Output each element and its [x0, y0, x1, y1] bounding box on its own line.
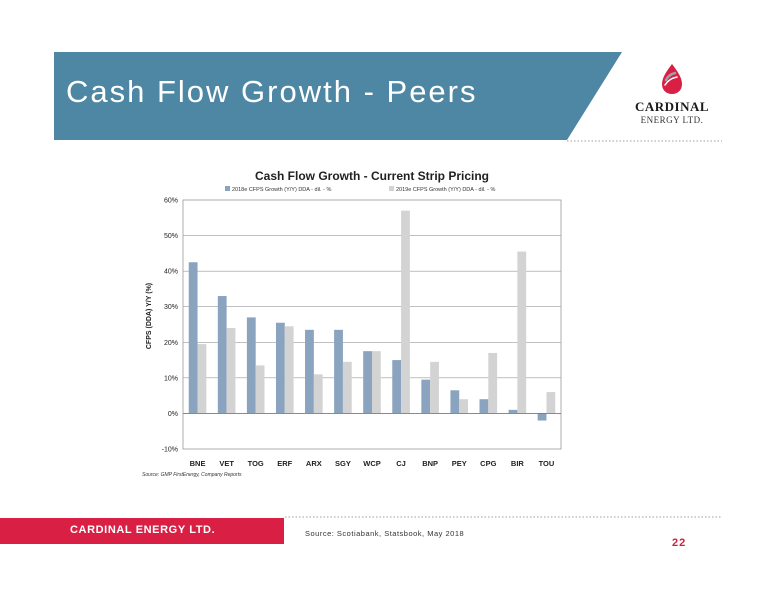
- page-number: 22: [672, 537, 687, 549]
- bar-bne-series-2: [197, 344, 207, 414]
- bar-pey-series-2: [459, 399, 469, 414]
- footer-source: Source: Scotiabank, Statsbook, May 2018: [305, 529, 465, 538]
- legend-swatch: [225, 186, 230, 191]
- header-banner: [54, 52, 722, 142]
- slide-title: Cash Flow Growth - Peers: [66, 74, 478, 109]
- y-tick-label: 20%: [164, 340, 178, 347]
- x-tick-label: BNP: [422, 459, 438, 468]
- logo-subtitle: ENERGY LTD.: [640, 115, 704, 125]
- legend-swatch: [389, 186, 394, 191]
- footer-company-bar: [0, 518, 284, 544]
- bar-sgy-series-2: [342, 361, 352, 414]
- bar-vet-series-1: [217, 296, 227, 414]
- chart-legend: 2018e CFPS Growth (Y/Y) DDA - dil. - % 20…: [225, 186, 495, 193]
- bar-arx-series-1: [305, 329, 314, 414]
- y-tick-label: 0%: [168, 411, 178, 418]
- logo-name: CARDINAL: [634, 99, 710, 114]
- bar-bir-series-1: [508, 409, 518, 414]
- x-tick-label: PEY: [452, 459, 467, 468]
- title-banner-shape: [54, 52, 622, 140]
- flame-icon: [662, 64, 682, 94]
- bar-tou-series-1: [537, 413, 547, 421]
- bar-cj-series-2: [401, 210, 410, 414]
- bar-bne-series-1: [188, 262, 198, 414]
- bars: [188, 210, 556, 421]
- bar-cj-series-1: [392, 360, 402, 414]
- legend-label: 2018e CFPS Growth (Y/Y) DDA - dil. - %: [232, 187, 331, 193]
- x-tick-label: CJ: [396, 459, 406, 468]
- y-tick-label: 50%: [164, 233, 178, 240]
- company-logo: CARDINAL ENERGY LTD.: [622, 58, 722, 138]
- bar-pey-series-1: [450, 390, 460, 414]
- x-tick-label: ARX: [306, 459, 322, 468]
- bar-cpg-series-2: [488, 352, 498, 414]
- bar-vet-series-2: [226, 328, 236, 414]
- x-tick-label: WCP: [363, 459, 381, 468]
- x-tick-labels: BNE VET TOG ERF ARX SGY WCP CJ BNP PEY CPG BIR TOU: [190, 459, 555, 468]
- bar-erf-series-1: [275, 322, 285, 414]
- bar-wcp-series-1: [363, 351, 372, 414]
- y-tick-labels: -10% 0% 10% 20% 30% 40% 50% 60%: [162, 198, 178, 454]
- bar-bnp-series-2: [430, 361, 439, 414]
- y-tick-label: 40%: [164, 269, 178, 276]
- footer-company-name: CARDINAL ENERGY LTD.: [70, 524, 216, 536]
- y-axis-label: CFPS (DDA) Y/Y (%): [146, 283, 153, 349]
- bar-tog-series-2: [255, 365, 265, 414]
- bar-sgy-series-1: [334, 329, 343, 414]
- x-tick-label: TOG: [248, 459, 264, 468]
- y-tick-label: 30%: [164, 304, 178, 311]
- x-tick-label: VET: [219, 459, 234, 468]
- x-tick-label: BIR: [511, 459, 525, 468]
- bar-arx-series-2: [313, 374, 323, 414]
- chart-source-note: Source: GMP FirstEnergy, Company Reports: [142, 472, 242, 478]
- footer-dotted-divider: [285, 516, 722, 518]
- plot-area-frame: [182, 199, 562, 450]
- bar-wcp-series-2: [372, 351, 381, 414]
- bar-bir-series-2: [517, 251, 527, 414]
- bar-tou-series-2: [546, 392, 556, 414]
- legend-label: 2019e CFPS Growth (Y/Y) DDA - dil. - %: [396, 187, 495, 193]
- x-tick-label: TOU: [539, 459, 555, 468]
- y-tick-label: 10%: [164, 375, 178, 382]
- bar-cpg-series-1: [479, 399, 489, 414]
- x-tick-label: CPG: [480, 459, 496, 468]
- x-tick-label: SGY: [335, 459, 351, 468]
- chart-title: Cash Flow Growth - Current Strip Pricing: [255, 169, 489, 183]
- bar-tog-series-1: [246, 317, 256, 414]
- x-tick-label: ERF: [277, 459, 292, 468]
- y-tick-label: 60%: [164, 198, 178, 205]
- bar-bnp-series-1: [421, 379, 431, 414]
- x-tick-label: BNE: [190, 459, 206, 468]
- bar-erf-series-2: [284, 326, 294, 414]
- y-tick-label: -10%: [162, 447, 178, 454]
